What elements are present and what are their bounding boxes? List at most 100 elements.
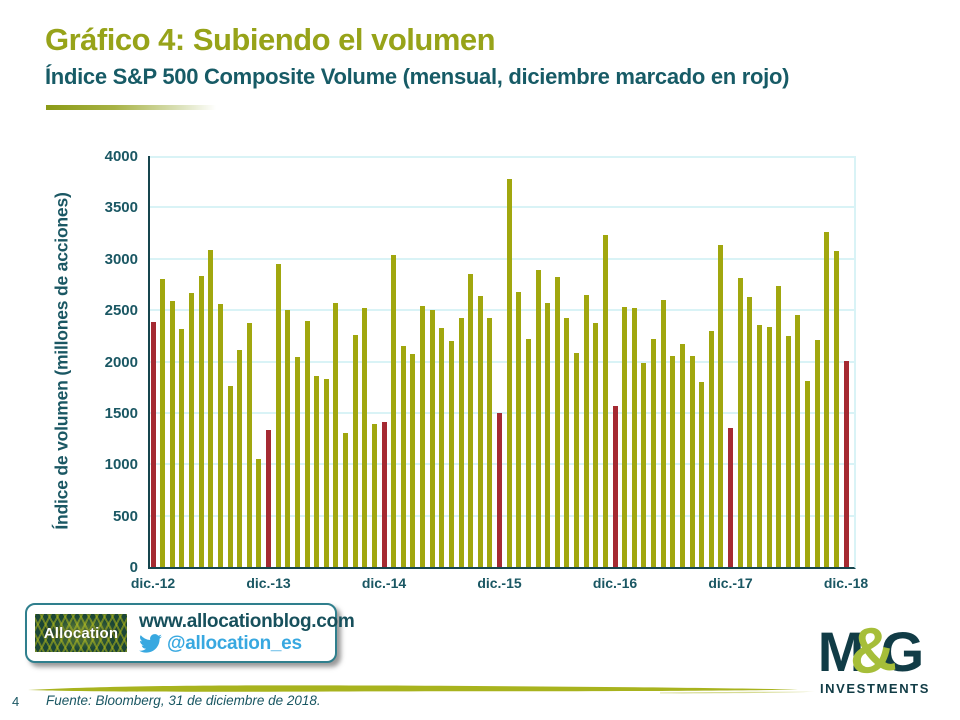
source-note: Fuente: Bloomberg, 31 de diciembre de 20… — [46, 693, 321, 708]
bar-month — [227, 386, 233, 567]
mg-investments-text: INVESTMENTS — [819, 681, 930, 696]
x-tick-label-dic.-16: dic.-16 — [592, 575, 638, 591]
page-subtitle: Índice S&P 500 Composite Volume (mensual… — [45, 64, 790, 89]
x-tick-label-dic.-15: dic.-15 — [477, 575, 522, 591]
bar-month — [593, 323, 599, 567]
x-tick-label-dic.-12: dic.-12 — [130, 575, 176, 591]
bar-month — [410, 354, 416, 567]
y-tick-label-1500: 1500 — [104, 404, 138, 422]
bar-month — [420, 306, 425, 567]
website-link[interactable]: www.allocationblog.com — [139, 611, 355, 633]
bar-december — [497, 413, 502, 567]
mg-logo-letters: M & G — [810, 611, 932, 689]
bar-month — [545, 303, 551, 567]
bar-month — [602, 235, 608, 567]
bar-month — [304, 321, 310, 567]
bar-december — [266, 430, 271, 567]
bar-month — [824, 232, 830, 567]
mg-letter-m: M — [817, 620, 865, 683]
page-number: 4 — [12, 694, 20, 709]
y-tick-label-4000: 4000 — [104, 148, 138, 165]
bar-month — [179, 329, 185, 567]
bar-month — [641, 363, 647, 567]
divider-brush-line — [28, 685, 815, 694]
twitter-handle-link[interactable]: @allocation_es — [167, 633, 302, 654]
x-tick-label-dic.-13: dic.-13 — [246, 575, 291, 591]
bar-month — [564, 318, 570, 567]
bar-month — [343, 433, 348, 567]
y-tick-label-2500: 2500 — [104, 302, 138, 320]
bar-month — [795, 315, 801, 567]
bar-month — [275, 264, 281, 567]
bar-month — [208, 250, 214, 567]
bar-month — [323, 379, 329, 567]
mg-ampersand: & — [845, 611, 900, 689]
bar-december — [612, 406, 618, 567]
bar-month — [477, 296, 483, 567]
mg-letter-g: G — [880, 620, 925, 683]
bar-month — [689, 356, 695, 567]
gridline-3500 — [150, 206, 854, 209]
allocation-logo: Allocation — [35, 614, 127, 652]
y-tick-label-500: 500 — [112, 507, 138, 525]
gridline-4000 — [150, 156, 854, 158]
bar-month — [660, 300, 666, 567]
y-tick-label-0: 0 — [129, 559, 138, 576]
bar-month — [737, 278, 743, 567]
bar-month — [160, 279, 166, 567]
x-tick-label-dic.-17: dic.-17 — [708, 575, 753, 591]
page-title: Gráfico 4: Subiendo el volumen — [45, 22, 496, 57]
bar-month — [622, 307, 628, 567]
twitter-row: @allocation_es — [139, 633, 354, 655]
allocation-logo-text: Allocation — [43, 624, 119, 642]
y-tick-label-3500: 3500 — [104, 199, 138, 217]
x-tick-label-dic.-18: dic.-18 — [823, 575, 869, 591]
bar-december — [381, 422, 387, 567]
bar-month — [198, 276, 204, 567]
bar-month — [285, 310, 291, 567]
bar-month — [631, 308, 637, 567]
bar-month — [525, 339, 531, 567]
bar-month — [429, 310, 435, 567]
gridline-2500 — [150, 309, 854, 312]
allocation-links: www.allocationblog.com @allocation_es — [139, 611, 355, 655]
bar-month — [583, 295, 589, 567]
bar-month — [506, 179, 512, 567]
bar-month — [333, 303, 339, 567]
allocation-card: Allocation www.allocationblog.com @alloc… — [25, 603, 355, 663]
bar-month — [718, 245, 724, 567]
bar-month — [169, 301, 175, 567]
bar-month — [458, 318, 464, 567]
bar-month — [679, 344, 685, 567]
bar-month — [448, 341, 454, 567]
bar-month — [756, 325, 762, 567]
bar-month — [833, 251, 839, 567]
gridline-1500 — [150, 411, 854, 414]
bar-december — [843, 361, 849, 567]
bar-month — [516, 292, 522, 567]
gridline-500 — [150, 514, 854, 517]
bar-month — [535, 270, 541, 567]
gridline-1000 — [150, 463, 854, 466]
x-tick-label-dic.-14: dic.-14 — [361, 575, 407, 591]
bar-month — [747, 297, 753, 567]
bar-december — [728, 428, 733, 567]
gridline-2000 — [150, 360, 854, 363]
bar-month — [554, 277, 560, 567]
y-tick-label-3000: 3000 — [104, 250, 138, 268]
bar-chart-plot-area — [148, 156, 856, 569]
title-underline — [46, 105, 216, 110]
bar-month — [651, 339, 656, 567]
bar-month — [766, 327, 772, 567]
bar-month — [237, 350, 243, 567]
bar-month — [371, 424, 377, 567]
bar-month — [352, 335, 358, 567]
y-tick-label-2000: 2000 — [104, 353, 138, 371]
bar-month — [314, 376, 320, 567]
bar-month — [814, 340, 820, 567]
bar-month — [246, 323, 252, 567]
bar-month — [256, 459, 262, 567]
bar-month — [487, 318, 493, 567]
bar-month — [294, 357, 300, 567]
